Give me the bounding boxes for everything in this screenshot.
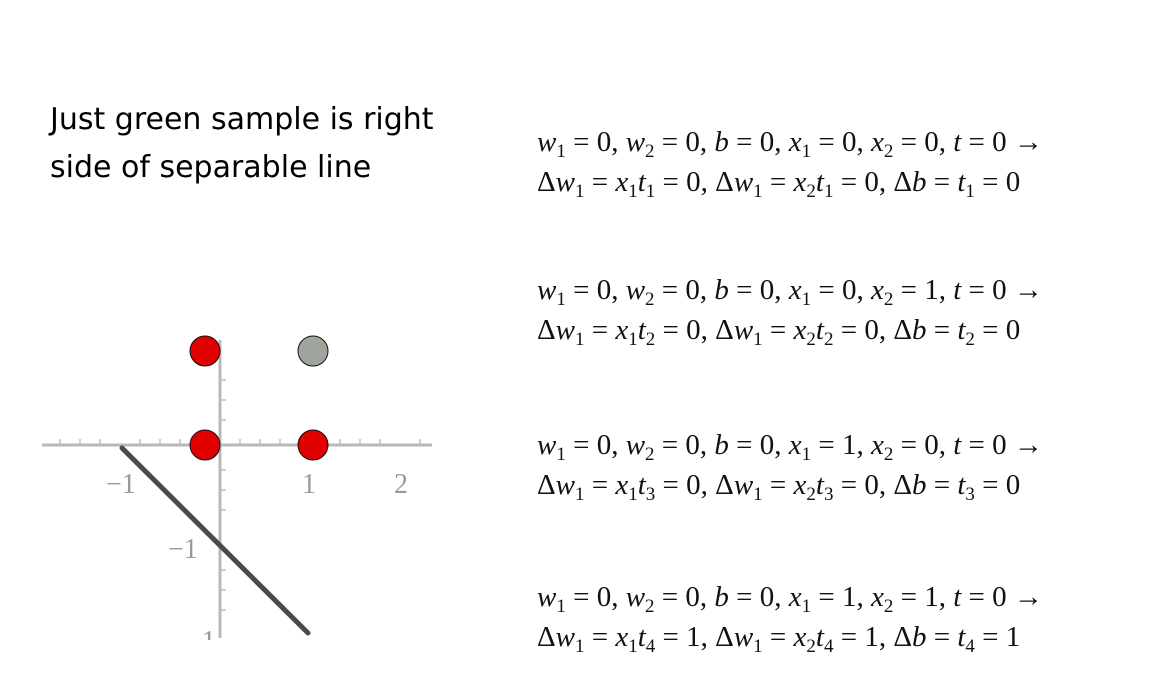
sample-point-0-0 [189,429,221,461]
equation-step-2: w1 = 0, w2 = 0, b = 0, x1 = 0, x2 = 1, t… [537,270,1137,350]
y-tick-label-neg1: −1 [168,534,198,565]
update-line: Δw1 = x1t1 = 0, Δw1 = x2t1 = 0, Δb = t1 … [537,166,1021,202]
sample-point-0-1 [189,335,221,367]
update-line: Δw1 = x1t2 = 0, Δw1 = x2t2 = 0, Δb = t2 … [537,314,1021,350]
y-tick-label-neg1-lower: −1 [186,626,216,640]
y-axis-ticks [220,379,226,611]
equation-step-3: w1 = 0, w2 = 0, b = 0, x1 = 1, x2 = 0, t… [537,425,1137,505]
equation-step-1: w1 = 0, w2 = 0, b = 0, x1 = 0, x2 = 0, t… [537,122,1137,202]
sample-point-1-1 [297,335,329,367]
separating-line [119,445,311,636]
equation-step-4: w1 = 0, w2 = 0, b = 0, x1 = 1, x2 = 1, t… [537,577,1137,657]
sample-point-1-0 [297,429,329,461]
x-axis-ticks [59,439,421,445]
heading: Just green sample is right side of separ… [50,96,490,192]
perceptron-plot: −1 1 2 −1 −1 [42,335,432,640]
assignment-line: w1 = 0, w2 = 0, b = 0, x1 = 0, x2 = 1, t… [537,274,1043,310]
assignment-line: w1 = 0, w2 = 0, b = 0, x1 = 0, x2 = 0, t… [537,126,1043,162]
x-tick-label-neg1: −1 [106,469,136,500]
heading-line-1: Just green sample is right [50,102,434,137]
update-line: Δw1 = x1t3 = 0, Δw1 = x2t3 = 0, Δb = t3 … [537,469,1021,505]
x-tick-label-2: 2 [394,469,408,500]
assignment-line: w1 = 0, w2 = 0, b = 0, x1 = 1, x2 = 0, t… [537,429,1043,465]
x-tick-label-1: 1 [302,469,316,500]
assignment-line: w1 = 0, w2 = 0, b = 0, x1 = 1, x2 = 1, t… [537,581,1043,617]
update-line: Δw1 = x1t4 = 1, Δw1 = x2t4 = 1, Δb = t4 … [537,621,1021,657]
heading-line-2: side of separable line [50,150,372,185]
